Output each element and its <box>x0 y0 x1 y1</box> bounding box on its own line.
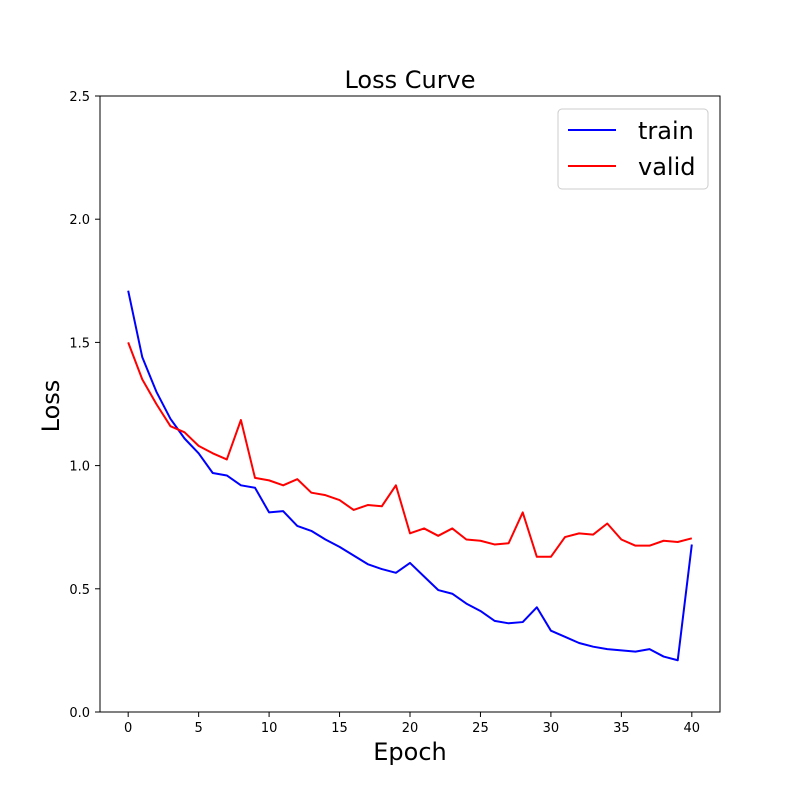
series-line-valid <box>127 342 693 558</box>
x-tick-label: 35 <box>613 721 630 736</box>
legend-label-train: train <box>638 117 694 145</box>
x-tick-label: 20 <box>402 721 419 736</box>
y-tick-label: 1.5 <box>69 336 90 351</box>
x-tick-label: 0 <box>124 721 132 736</box>
legend-label-valid: valid <box>638 153 695 181</box>
y-tick-label: 0.0 <box>69 706 90 721</box>
y-tick-label: 1.0 <box>69 460 90 475</box>
series-line-train <box>127 290 693 662</box>
x-tick-label: 30 <box>543 721 560 736</box>
plot-area-frame <box>99 95 721 713</box>
x-tick-label: 5 <box>194 721 202 736</box>
chart-title: Loss Curve <box>344 66 475 94</box>
x-axis-ticks: 0 5 10 15 20 25 30 35 40 <box>124 712 700 736</box>
x-tick-label: 15 <box>331 721 348 736</box>
y-axis-label: Loss <box>37 380 65 433</box>
x-tick-label: 40 <box>684 721 701 736</box>
x-tick-label: 10 <box>261 721 278 736</box>
y-tick-label: 2.0 <box>69 213 90 228</box>
plot-lines <box>127 290 693 662</box>
legend: train valid <box>557 108 709 190</box>
x-tick-label: 25 <box>472 721 489 736</box>
y-axis-ticks: 0.0 0.5 1.0 1.5 2.0 2.5 <box>69 90 100 721</box>
y-tick-label: 2.5 <box>69 90 90 105</box>
y-tick-label: 0.5 <box>69 583 90 598</box>
x-axis-label: Epoch <box>373 738 447 766</box>
